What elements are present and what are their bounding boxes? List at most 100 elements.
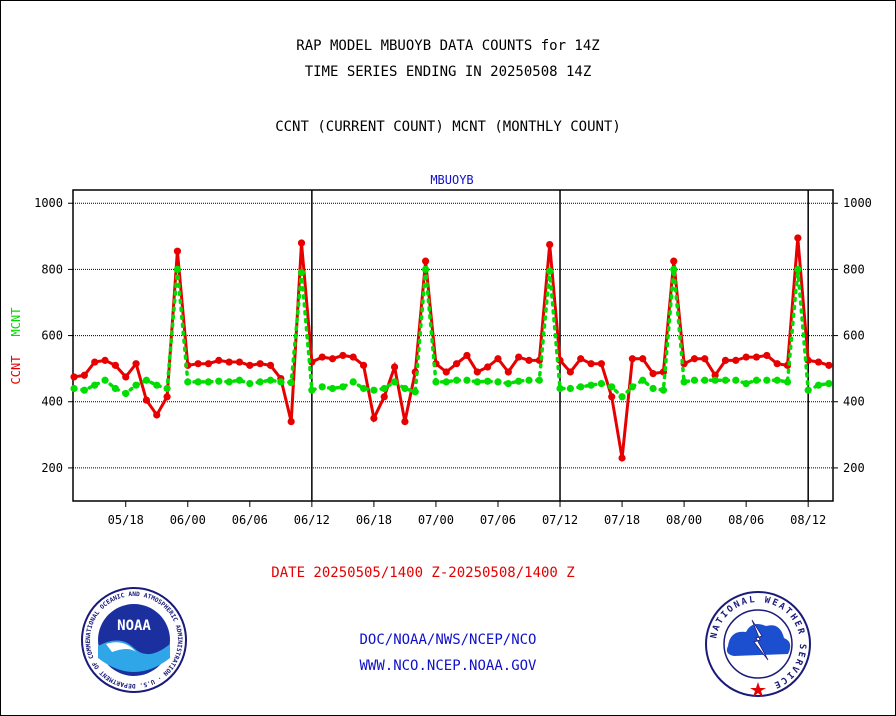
ccnt-point xyxy=(339,351,347,360)
mcnt-point xyxy=(184,378,192,386)
mcnt-point xyxy=(546,267,554,275)
ccnt-point xyxy=(597,360,605,368)
series-mcnt xyxy=(70,265,833,401)
mcnt-point xyxy=(370,386,378,394)
mcnt-point xyxy=(359,384,368,393)
mcnt-point xyxy=(153,381,161,389)
y-tick-label-right: 800 xyxy=(843,262,865,276)
mcnt-point xyxy=(380,384,388,393)
y-tick-label-right: 1000 xyxy=(843,196,872,210)
mcnt-point xyxy=(411,388,419,396)
ccnt-point xyxy=(287,417,295,426)
mcnt-point xyxy=(525,376,533,384)
mcnt-point xyxy=(597,379,605,388)
mcnt-point xyxy=(783,378,792,386)
mcnt-point xyxy=(484,377,492,385)
mcnt-point xyxy=(308,386,316,394)
ccnt-point xyxy=(225,358,233,366)
ccnt-point xyxy=(794,234,802,242)
mcnt-point xyxy=(711,376,719,384)
mcnt-point xyxy=(763,376,771,384)
ccnt-point xyxy=(721,356,730,364)
mcnt-point xyxy=(80,386,88,394)
ccnt-point xyxy=(628,355,637,363)
ccnt-point xyxy=(484,363,492,371)
mcnt-point xyxy=(732,376,740,384)
mcnt-point xyxy=(690,376,699,384)
ccnt-point xyxy=(297,239,306,247)
mcnt-point xyxy=(91,381,99,389)
ccnt-point xyxy=(814,358,823,366)
ccnt-point xyxy=(752,353,761,361)
ccnt-point xyxy=(370,414,378,422)
ccnt-point xyxy=(153,411,161,419)
ccnt-point xyxy=(463,351,471,360)
y-axis-label: CCNT MCNT xyxy=(9,308,23,385)
mcnt-point xyxy=(721,376,730,384)
ccnt-point xyxy=(732,356,740,364)
ccnt-point xyxy=(587,360,595,368)
credit-line1[interactable]: DOC/NOAA/NWS/NCEP/NCO xyxy=(359,632,537,648)
ccnt-point xyxy=(608,393,616,401)
ccnt-point xyxy=(122,373,130,381)
ccnt-point xyxy=(401,417,409,426)
mcnt-point xyxy=(266,376,275,384)
ccnt-point xyxy=(194,360,202,368)
mcnt-point xyxy=(794,265,802,274)
ccnt-point xyxy=(163,393,171,401)
mcnt-point xyxy=(421,265,430,274)
mcnt-point xyxy=(473,378,481,386)
y-tick-label-left: 200 xyxy=(41,461,63,475)
ccnt-point xyxy=(525,356,533,364)
plot-label: MBUOYB xyxy=(430,173,473,187)
ccnt-point xyxy=(380,393,388,401)
ccnt-point xyxy=(132,360,140,368)
y-tick-label-right: 200 xyxy=(843,461,865,475)
mcnt-point xyxy=(132,381,140,389)
ccnt-point xyxy=(742,353,750,361)
y-tick-label-left: 800 xyxy=(41,262,63,276)
mcnt-point xyxy=(649,384,657,393)
mcnt-point xyxy=(742,379,750,388)
mcnt-point xyxy=(515,377,523,385)
credit-link[interactable]: WWW.NCO.NCEP.NOAA.GOV xyxy=(359,658,537,674)
x-tick-label: 06/12 xyxy=(294,513,330,527)
x-tick-label: 07/18 xyxy=(604,513,640,527)
date-range: DATE 20250505/1400 Z-20250508/1400 Z xyxy=(271,565,575,581)
mcnt-point xyxy=(432,378,440,386)
ccnt-point xyxy=(91,358,99,366)
ccnt-point xyxy=(515,353,523,361)
x-tick-label: 06/00 xyxy=(170,513,206,527)
x-tick-label: 08/00 xyxy=(666,513,702,527)
mcnt-point xyxy=(256,378,264,386)
x-tick-label: 08/06 xyxy=(728,513,764,527)
mcnt-point xyxy=(349,378,357,386)
mcnt-point xyxy=(453,376,461,384)
chart-title-line3: CCNT (CURRENT COUNT) MCNT (MONTHLY COUNT… xyxy=(275,119,621,135)
mcnt-point xyxy=(670,265,678,274)
mcnt-point xyxy=(215,377,223,385)
ccnt-point xyxy=(80,371,88,379)
ccnt-point xyxy=(546,240,554,249)
y-tick-label-left: 1000 xyxy=(34,196,63,210)
ccnt-point xyxy=(763,351,771,360)
mcnt-point xyxy=(235,376,244,384)
mcnt-point xyxy=(618,393,626,401)
x-tick-label: 05/18 xyxy=(108,513,144,527)
mcnt-point xyxy=(566,384,574,393)
noaa-logo-icon: NATIONAL OCEANIC AND ATMOSPHERIC ADMINIS… xyxy=(80,586,187,693)
ccnt-point xyxy=(618,454,626,462)
x-tick-label: 08/12 xyxy=(790,513,826,527)
mcnt-point xyxy=(225,378,233,386)
ccnt-point xyxy=(359,361,368,369)
y-label-ccnt: CCNT xyxy=(9,356,23,385)
ccnt-point xyxy=(442,368,450,376)
mcnt-point xyxy=(463,376,471,384)
mcnt-point xyxy=(504,379,512,388)
ccnt-point xyxy=(215,356,223,364)
mcnt-point xyxy=(639,376,647,384)
ccnt-point xyxy=(173,247,182,255)
mcnt-point xyxy=(246,379,254,388)
ccnt-point xyxy=(701,355,709,363)
